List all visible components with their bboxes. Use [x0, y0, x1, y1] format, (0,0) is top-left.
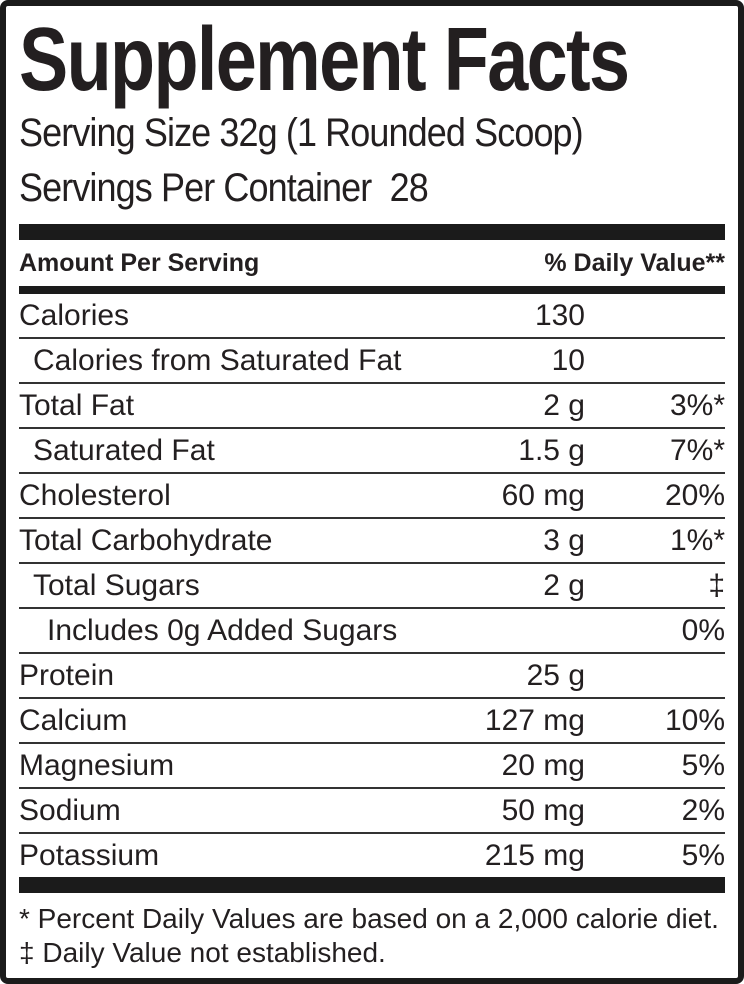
nutrient-amount: 1.5 g	[518, 433, 585, 467]
nutrient-amount: 20 mg	[501, 748, 585, 782]
table-header-row: Amount Per Serving % Daily Value**	[19, 240, 725, 286]
nutrient-amount: 215 mg	[484, 838, 585, 872]
nutrient-name: Potassium	[19, 838, 160, 872]
footnote-daily-values: * Percent Daily Values are based on a 2,…	[19, 903, 719, 935]
panel-title: Supplement Facts	[19, 10, 630, 110]
nutrient-dv: 0%	[681, 613, 725, 647]
nutrient-name: Calories	[19, 298, 130, 332]
divider-bar-bottom	[19, 877, 725, 894]
footnotes: * Percent Daily Values are based on a 2,…	[19, 893, 725, 969]
row-added-sugars: Includes 0g Added Sugars 0%	[19, 609, 725, 655]
nutrient-amount: 3 g	[543, 523, 585, 557]
nutrient-name: Cholesterol	[19, 478, 171, 512]
nutrient-name: Total Sugars	[33, 568, 200, 602]
row-total-carbohydrate: Total Carbohydrate 3 g 1%*	[19, 519, 725, 565]
nutrient-dv: 5%	[681, 748, 725, 782]
row-protein: Protein 25 g	[19, 654, 725, 700]
serving-info: Serving Size 32g (1 Rounded Scoop) Servi…	[19, 106, 725, 216]
nutrient-dv: 7%*	[669, 433, 725, 467]
row-total-fat: Total Fat 2 g 3%*	[19, 384, 725, 430]
nutrient-name: Total Carbohydrate	[19, 523, 273, 557]
nutrient-name: Calories from Saturated Fat	[33, 343, 402, 377]
footnote-dv-not-established: ‡ Daily Value not established.	[19, 936, 386, 968]
nutrient-amount: 10	[551, 343, 585, 377]
row-potassium: Potassium 215 mg 5%	[19, 834, 725, 877]
row-cholesterol: Cholesterol 60 mg 20%	[19, 474, 725, 520]
nutrient-name: Saturated Fat	[33, 433, 215, 467]
nutrient-dv: 2%	[681, 793, 725, 827]
serving-size-text: Serving Size 32g (1 Rounded Scoop)	[19, 111, 584, 155]
nutrient-name: Magnesium	[19, 748, 175, 782]
row-saturated-fat: Saturated Fat 1.5 g 7%*	[19, 429, 725, 475]
nutrient-amount: 50 mg	[501, 793, 585, 827]
nutrient-name: Total Fat	[19, 388, 135, 422]
nutrient-name: Sodium	[19, 793, 121, 827]
nutrient-amount: 25 g	[526, 658, 585, 692]
amount-per-serving-header: Amount Per Serving	[19, 248, 260, 277]
nutrient-dv: 3%*	[669, 388, 725, 422]
nutrient-dv: 20%	[664, 478, 725, 512]
row-calories: Calories 130	[19, 294, 725, 340]
nutrient-amount: 60 mg	[501, 478, 585, 512]
servings-per-container-text: Servings Per Container 28	[19, 166, 429, 211]
nutrient-name: Protein	[19, 658, 115, 692]
nutrient-table: Calories 130 Calories from Saturated Fat…	[19, 294, 725, 877]
nutrient-amount: 127 mg	[484, 703, 585, 737]
nutrient-dv: ‡	[708, 568, 725, 602]
daily-value-header: % Daily Value**	[544, 248, 725, 277]
row-calcium: Calcium 127 mg 10%	[19, 699, 725, 745]
nutrient-amount: 2 g	[543, 568, 585, 602]
nutrient-dv: 10%	[664, 703, 725, 737]
row-sodium: Sodium 50 mg 2%	[19, 789, 725, 835]
row-magnesium: Magnesium 20 mg 5%	[19, 744, 725, 790]
divider-bar-header	[19, 286, 725, 295]
nutrient-amount: 2 g	[543, 388, 585, 422]
nutrient-dv: 1%*	[669, 523, 725, 557]
nutrient-amount: 130	[534, 298, 585, 332]
nutrient-name: Includes 0g Added Sugars	[47, 613, 398, 647]
nutrient-dv: 5%	[681, 838, 725, 872]
nutrient-name: Calcium	[19, 703, 128, 737]
row-total-sugars: Total Sugars 2 g ‡	[19, 564, 725, 610]
row-calories-from-saturated-fat: Calories from Saturated Fat 10	[19, 339, 725, 385]
divider-bar-top	[19, 224, 725, 241]
